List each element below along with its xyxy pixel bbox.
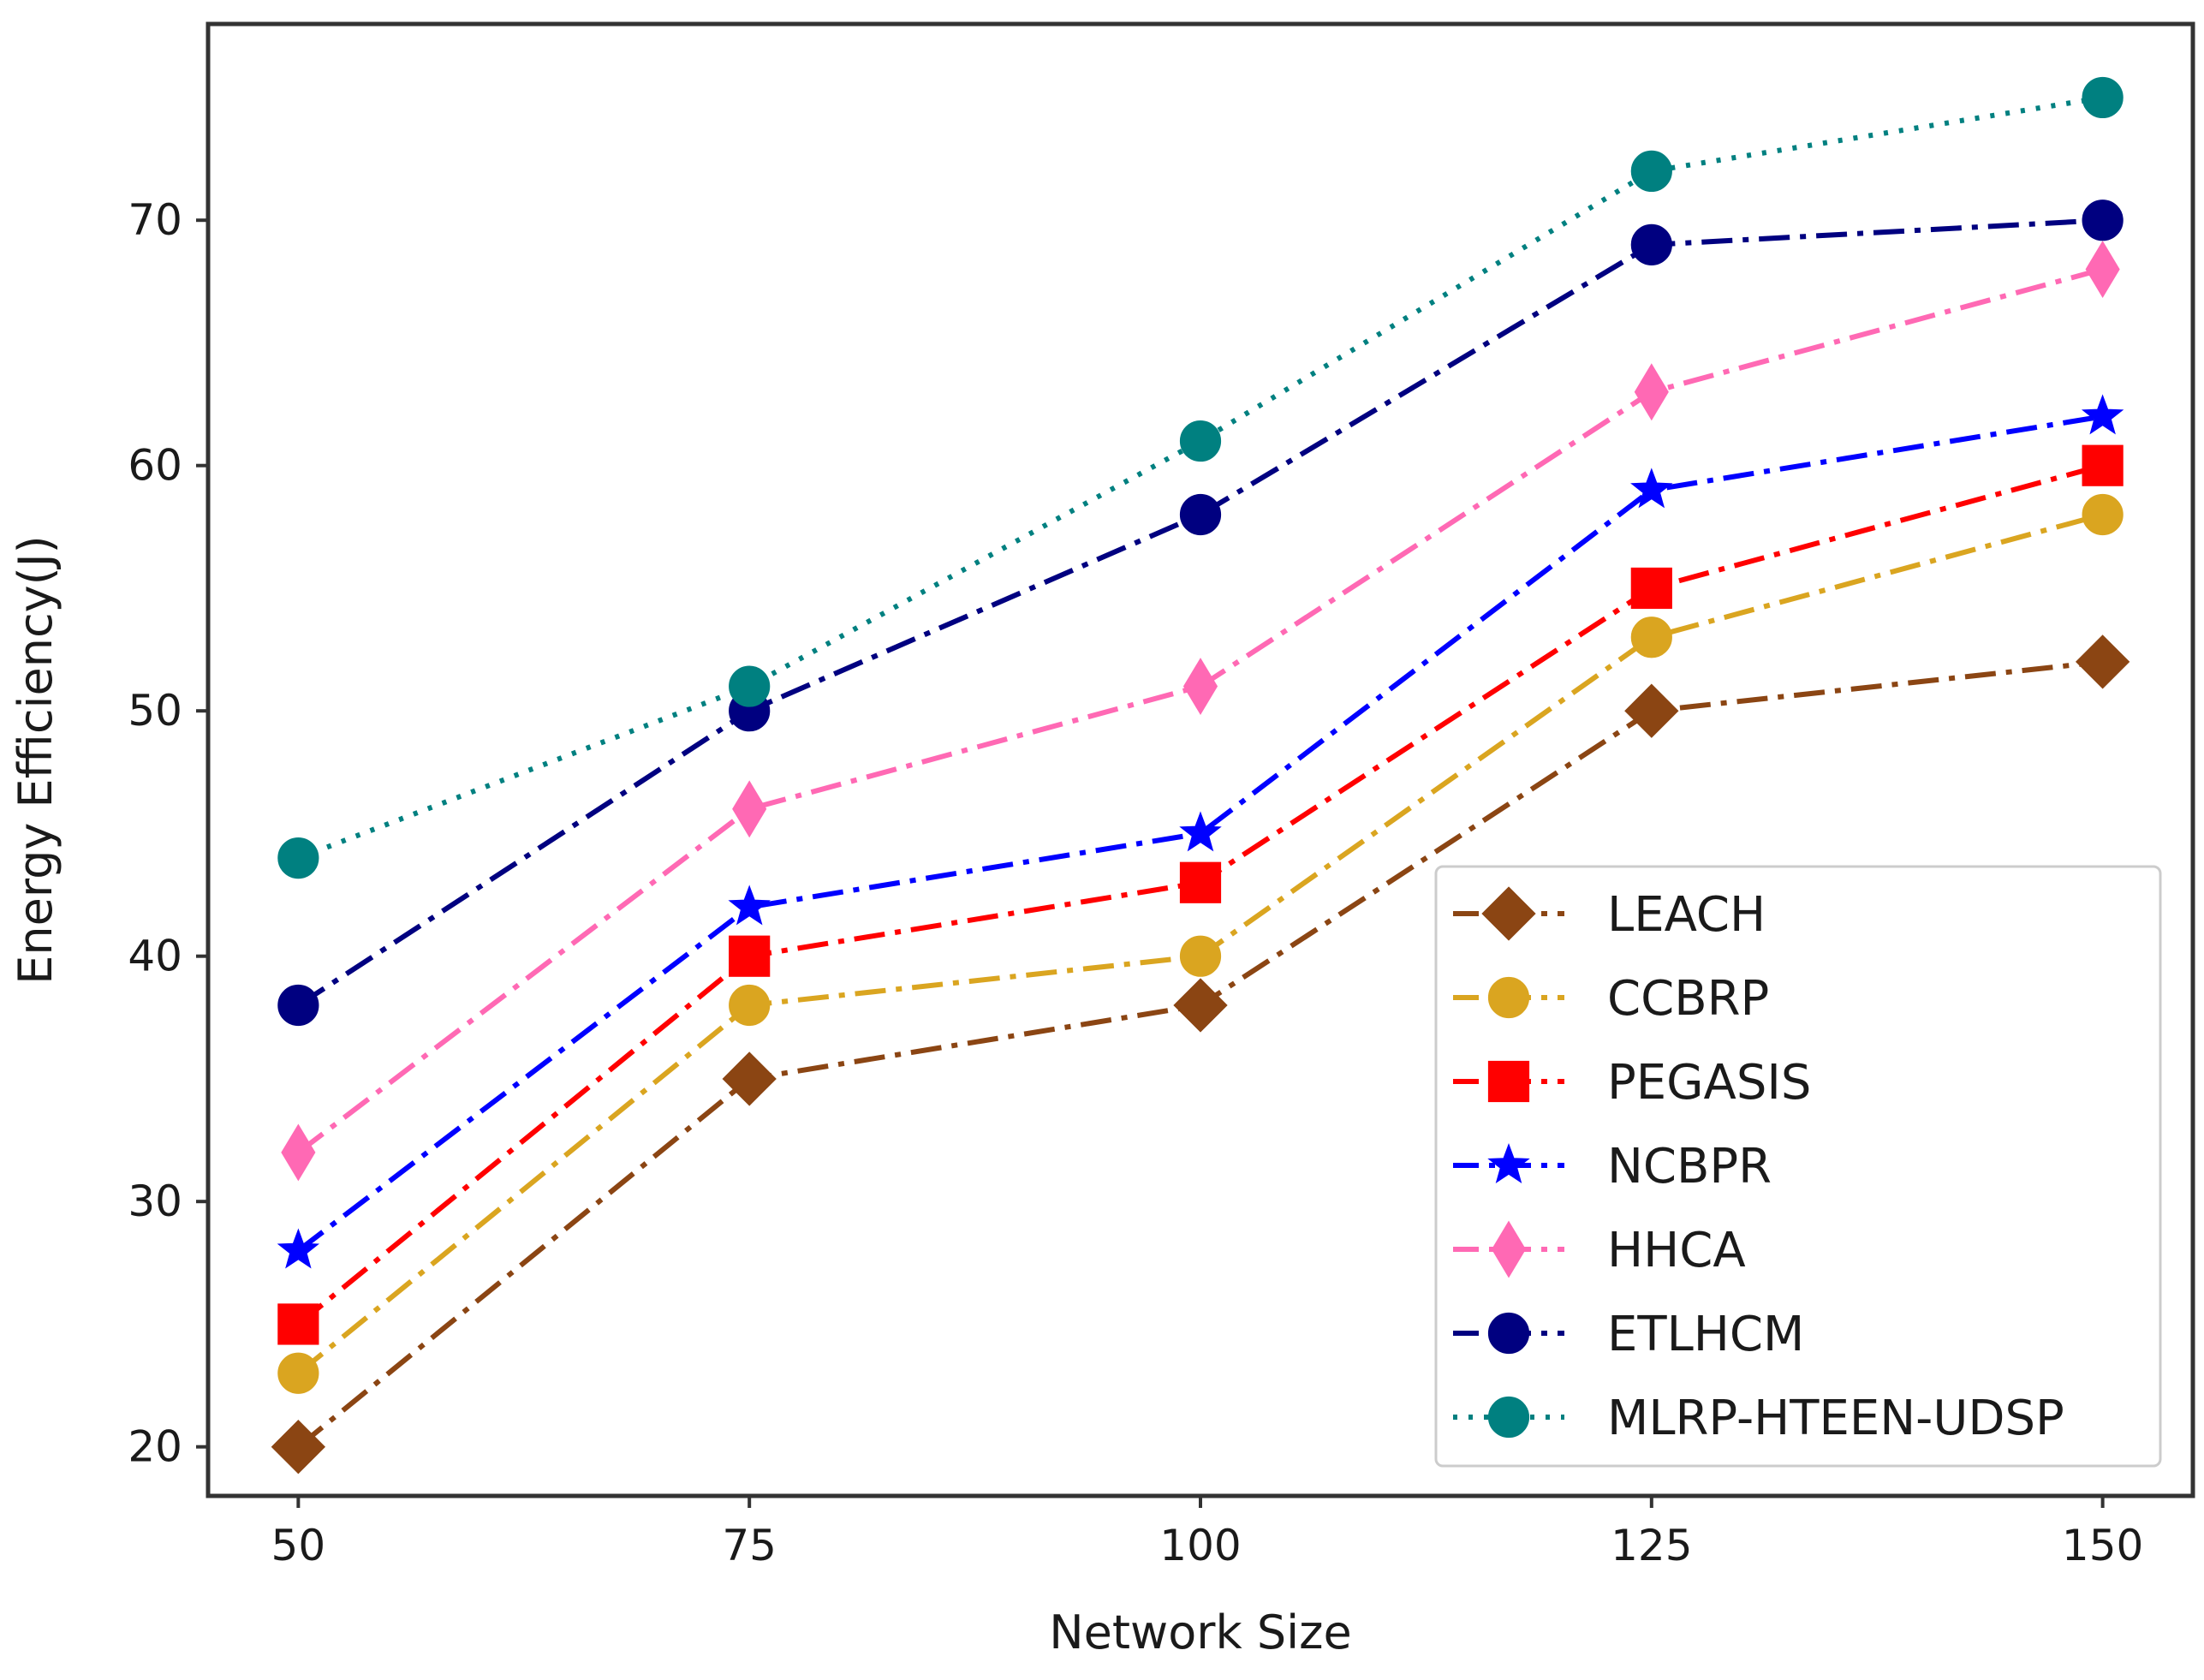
data-point	[2082, 444, 2124, 486]
data-point	[277, 1228, 320, 1269]
series-line	[296, 414, 2104, 1253]
legend-marker	[1487, 1143, 1530, 1184]
x-tick-label: 50	[271, 1521, 326, 1570]
legend-marker	[1487, 1060, 1530, 1103]
y-tick-label: 20	[128, 1422, 182, 1472]
data-point	[2081, 394, 2124, 435]
data-point	[1179, 935, 1222, 977]
series-layer	[271, 76, 2130, 1474]
data-point	[1179, 811, 1222, 852]
legend-item: HHCA	[1453, 1220, 1746, 1278]
data-point	[277, 837, 319, 879]
data-point	[2075, 634, 2130, 689]
series-ncbpr	[277, 394, 2124, 1269]
series-pegasis	[277, 444, 2124, 1345]
data-point	[2082, 493, 2124, 536]
legend-label: ETLHCM	[1607, 1307, 1804, 1362]
series-line	[296, 217, 2103, 1008]
legend-item: CCBRP	[1453, 971, 1769, 1027]
legend-label: MLRP-HTEEN-UDSP	[1607, 1391, 2064, 1446]
data-point	[1630, 567, 1672, 610]
data-point	[729, 665, 771, 707]
data-point	[728, 885, 771, 926]
data-point	[1630, 223, 1672, 265]
data-point	[1173, 978, 1228, 1033]
legend-label: HHCA	[1607, 1223, 1746, 1278]
data-point	[1630, 150, 1672, 192]
legend-marker	[1487, 1312, 1530, 1355]
x-tick-label: 75	[722, 1521, 777, 1570]
data-point	[1182, 658, 1218, 715]
data-point	[2082, 200, 2124, 241]
data-point	[277, 1352, 319, 1394]
data-point	[277, 984, 319, 1027]
series-etlhcm	[277, 200, 2124, 1027]
y-tick-label: 70	[128, 195, 182, 245]
legend-box	[1434, 865, 2162, 1468]
legend-label: PEGASIS	[1607, 1055, 1811, 1111]
data-point	[1630, 468, 1673, 509]
series-ccbrp	[277, 493, 2124, 1394]
y-axis-title: Energy Efficiency(J)	[9, 535, 63, 984]
data-point	[1179, 420, 1222, 462]
data-point	[729, 935, 771, 977]
data-point	[1179, 493, 1222, 536]
y-tick-label: 50	[128, 686, 182, 736]
data-point	[2082, 76, 2124, 119]
x-tick-label: 100	[1159, 1521, 1241, 1570]
legend-item: MLRP-HTEEN-UDSP	[1453, 1391, 2064, 1446]
x-axis-title: Network Size	[1049, 1606, 1351, 1659]
y-tick-label: 40	[128, 932, 182, 981]
series-hhca	[281, 241, 2120, 1182]
data-point	[1179, 861, 1222, 903]
y-tick-label: 30	[128, 1177, 182, 1226]
x-tick-label: 125	[1611, 1521, 1692, 1570]
legend-marker	[1487, 1396, 1530, 1439]
data-point	[722, 1051, 777, 1106]
legend-label: CCBRP	[1607, 971, 1769, 1027]
data-point	[1630, 617, 1672, 658]
data-point	[1634, 363, 1669, 421]
legend-item: LEACH	[1453, 886, 1766, 943]
legend-marker	[1491, 1220, 1527, 1278]
legend-item: ETLHCM	[1453, 1307, 1804, 1362]
legend-item: PEGASIS	[1453, 1055, 1811, 1111]
data-point	[2085, 241, 2120, 298]
x-tick-label: 150	[2062, 1521, 2143, 1570]
legend-label: NCBPR	[1607, 1139, 1772, 1194]
x-axis: 50 75 100 125 150	[271, 1496, 2143, 1570]
data-point	[271, 1420, 326, 1474]
legend-item: NCBPR	[1453, 1139, 1772, 1194]
y-axis: 20 30 40 50 60 70	[128, 195, 208, 1472]
legend: LEACH CCBRP PEGASIS NCBPR HHCA ETLHCM MLRP-HTE…	[1434, 865, 2162, 1468]
y-tick-label: 60	[128, 441, 182, 491]
legend-label: LEACH	[1607, 887, 1766, 943]
data-point	[729, 984, 771, 1027]
data-point	[281, 1123, 316, 1182]
data-point	[277, 1303, 319, 1345]
data-point	[732, 780, 767, 838]
data-point	[1624, 683, 1679, 738]
legend-marker	[1481, 886, 1536, 941]
series-leach	[271, 634, 2130, 1474]
series-mlrp-hteen-udsp	[277, 76, 2124, 879]
legend-marker	[1487, 976, 1530, 1019]
